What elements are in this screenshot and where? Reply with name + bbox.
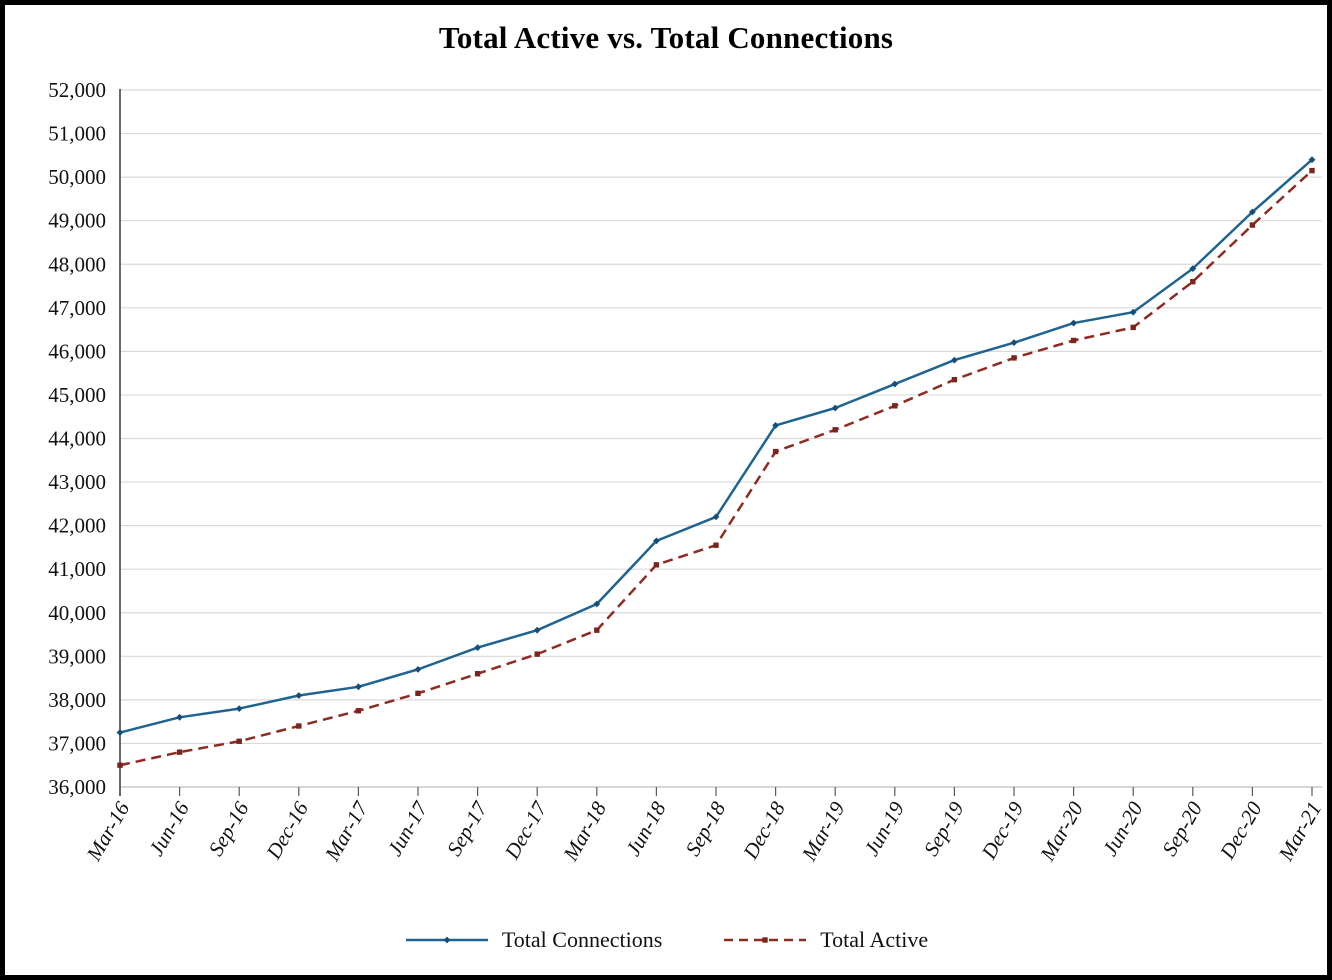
data-point-total-connections [176,713,183,721]
y-axis-tick-label: 41,000 [48,557,106,581]
data-point-total-active [892,403,898,409]
data-point-total-connections [1010,339,1018,347]
line-chart: 36,000 37,000 38,000 39,000 40,000 41,000 42,0… [48,78,1326,866]
y-axis-tick-label: 39,000 [48,644,106,668]
data-point-total-connections [1189,265,1197,273]
chart-title: Total Active vs. Total Connections [438,20,894,55]
data-point-total-active [1011,355,1017,361]
data-point-total-connections [951,356,958,364]
data-point-total-connections [295,692,303,699]
legend-item-total-active: Total Active [722,927,928,953]
y-axis-tick-label: 46,000 [48,339,106,363]
x-axis-tick-label: Dec-16 [261,797,313,864]
data-point-total-connections [474,644,481,651]
x-axis-tick-label: Sep-19 [919,797,969,860]
data-point-total-active [176,749,183,755]
y-axis-tick-label: 51,000 [48,122,106,146]
x-axis-tick-label: Mar-19 [796,797,849,865]
data-point-total-connections [891,380,899,388]
x-axis-tick-label: Mar-16 [81,797,134,865]
legend-solid-line-icon [405,936,488,944]
data-point-total-active [1070,337,1077,344]
y-axis-tick-label: 52,000 [48,78,106,102]
y-axis-tick-label: 43,000 [48,470,106,494]
x-axis-tick-label: Mar-18 [558,797,611,865]
x-axis-tick-label: Jun-18 [621,797,671,860]
x-axis-tick-label: Jun-19 [859,797,909,860]
data-point-total-active [296,723,302,729]
x-axis-tick-label: Jun-16 [144,797,194,860]
x-axis-tick-label: Dec-20 [1215,797,1267,864]
x-axis-tick-label: Dec-18 [738,797,790,864]
data-point-total-active [474,671,481,677]
data-point-total-active [772,448,779,455]
data-point-total-connections [1070,319,1077,327]
x-axis-tick-label: Jun-20 [1098,797,1148,860]
legend-dashed-line-icon [724,937,807,943]
data-point-total-connections [235,705,243,712]
x-axis-tick-label: Sep-17 [442,796,493,860]
data-point-total-active [415,690,421,697]
x-axis-tick-label: Mar-20 [1035,797,1088,865]
y-axis-tick-label: 48,000 [48,252,106,276]
data-point-total-connections [414,665,422,673]
data-point-total-connections [772,422,779,429]
legend-label-total-connections: Total Connections [501,927,663,952]
y-axis-tick-label: 38,000 [48,688,106,712]
legend-label-total-active: Total Active [820,927,929,952]
x-axis-tick-label: Mar-21 [1273,798,1326,866]
y-axis-tick-label: 49,000 [48,209,106,233]
x-axis-tick-label: Dec-17 [499,796,552,864]
data-point-total-active [1190,278,1196,285]
y-axis-tick-label: 37,000 [48,731,106,755]
data-point-total-connections [116,729,124,736]
data-point-total-active [534,651,540,657]
data-point-total-active [653,562,660,568]
y-axis-tick-label: 47,000 [48,296,106,320]
x-axis-tick-label: Sep-18 [680,797,730,860]
x-axis-tick-label: Dec-19 [976,797,1028,864]
y-axis-tick-label: 44,000 [48,427,106,451]
data-point-total-connections [355,683,362,691]
data-point-total-active [713,542,719,548]
data-point-total-connections [831,404,839,412]
data-point-total-active [832,427,838,433]
x-axis-tick-label: Mar-17 [320,796,374,865]
series-line-total-connections [119,158,1313,734]
data-point-total-active [236,738,242,744]
data-point-total-active [594,627,600,633]
data-point-total-connections [712,513,720,521]
data-point-total-active [117,762,123,768]
y-axis-tick-label: 42,000 [48,514,106,538]
data-point-total-connections [1308,156,1316,164]
y-axis-tick-label: 40,000 [48,601,106,625]
data-point-total-connections [1249,208,1256,216]
legend: Total Connections Total Active [5,927,1327,953]
data-point-total-active [1249,222,1256,228]
y-axis-tick-label: 50,000 [48,165,106,189]
y-axis-tick-label: 45,000 [48,383,106,407]
data-point-total-active [951,376,958,383]
legend-item-total-connections: Total Connections [404,927,662,953]
y-axis-tick-label: 36,000 [48,775,106,799]
x-axis-tick-label: Sep-20 [1157,797,1207,860]
data-point-total-active [1309,167,1315,174]
x-axis-tick-label: Sep-16 [204,797,254,860]
data-point-total-active [355,708,362,714]
x-axis-tick-label: Jun-17 [382,796,433,860]
data-point-total-active [1130,324,1136,331]
series-line-total-active [119,169,1313,767]
